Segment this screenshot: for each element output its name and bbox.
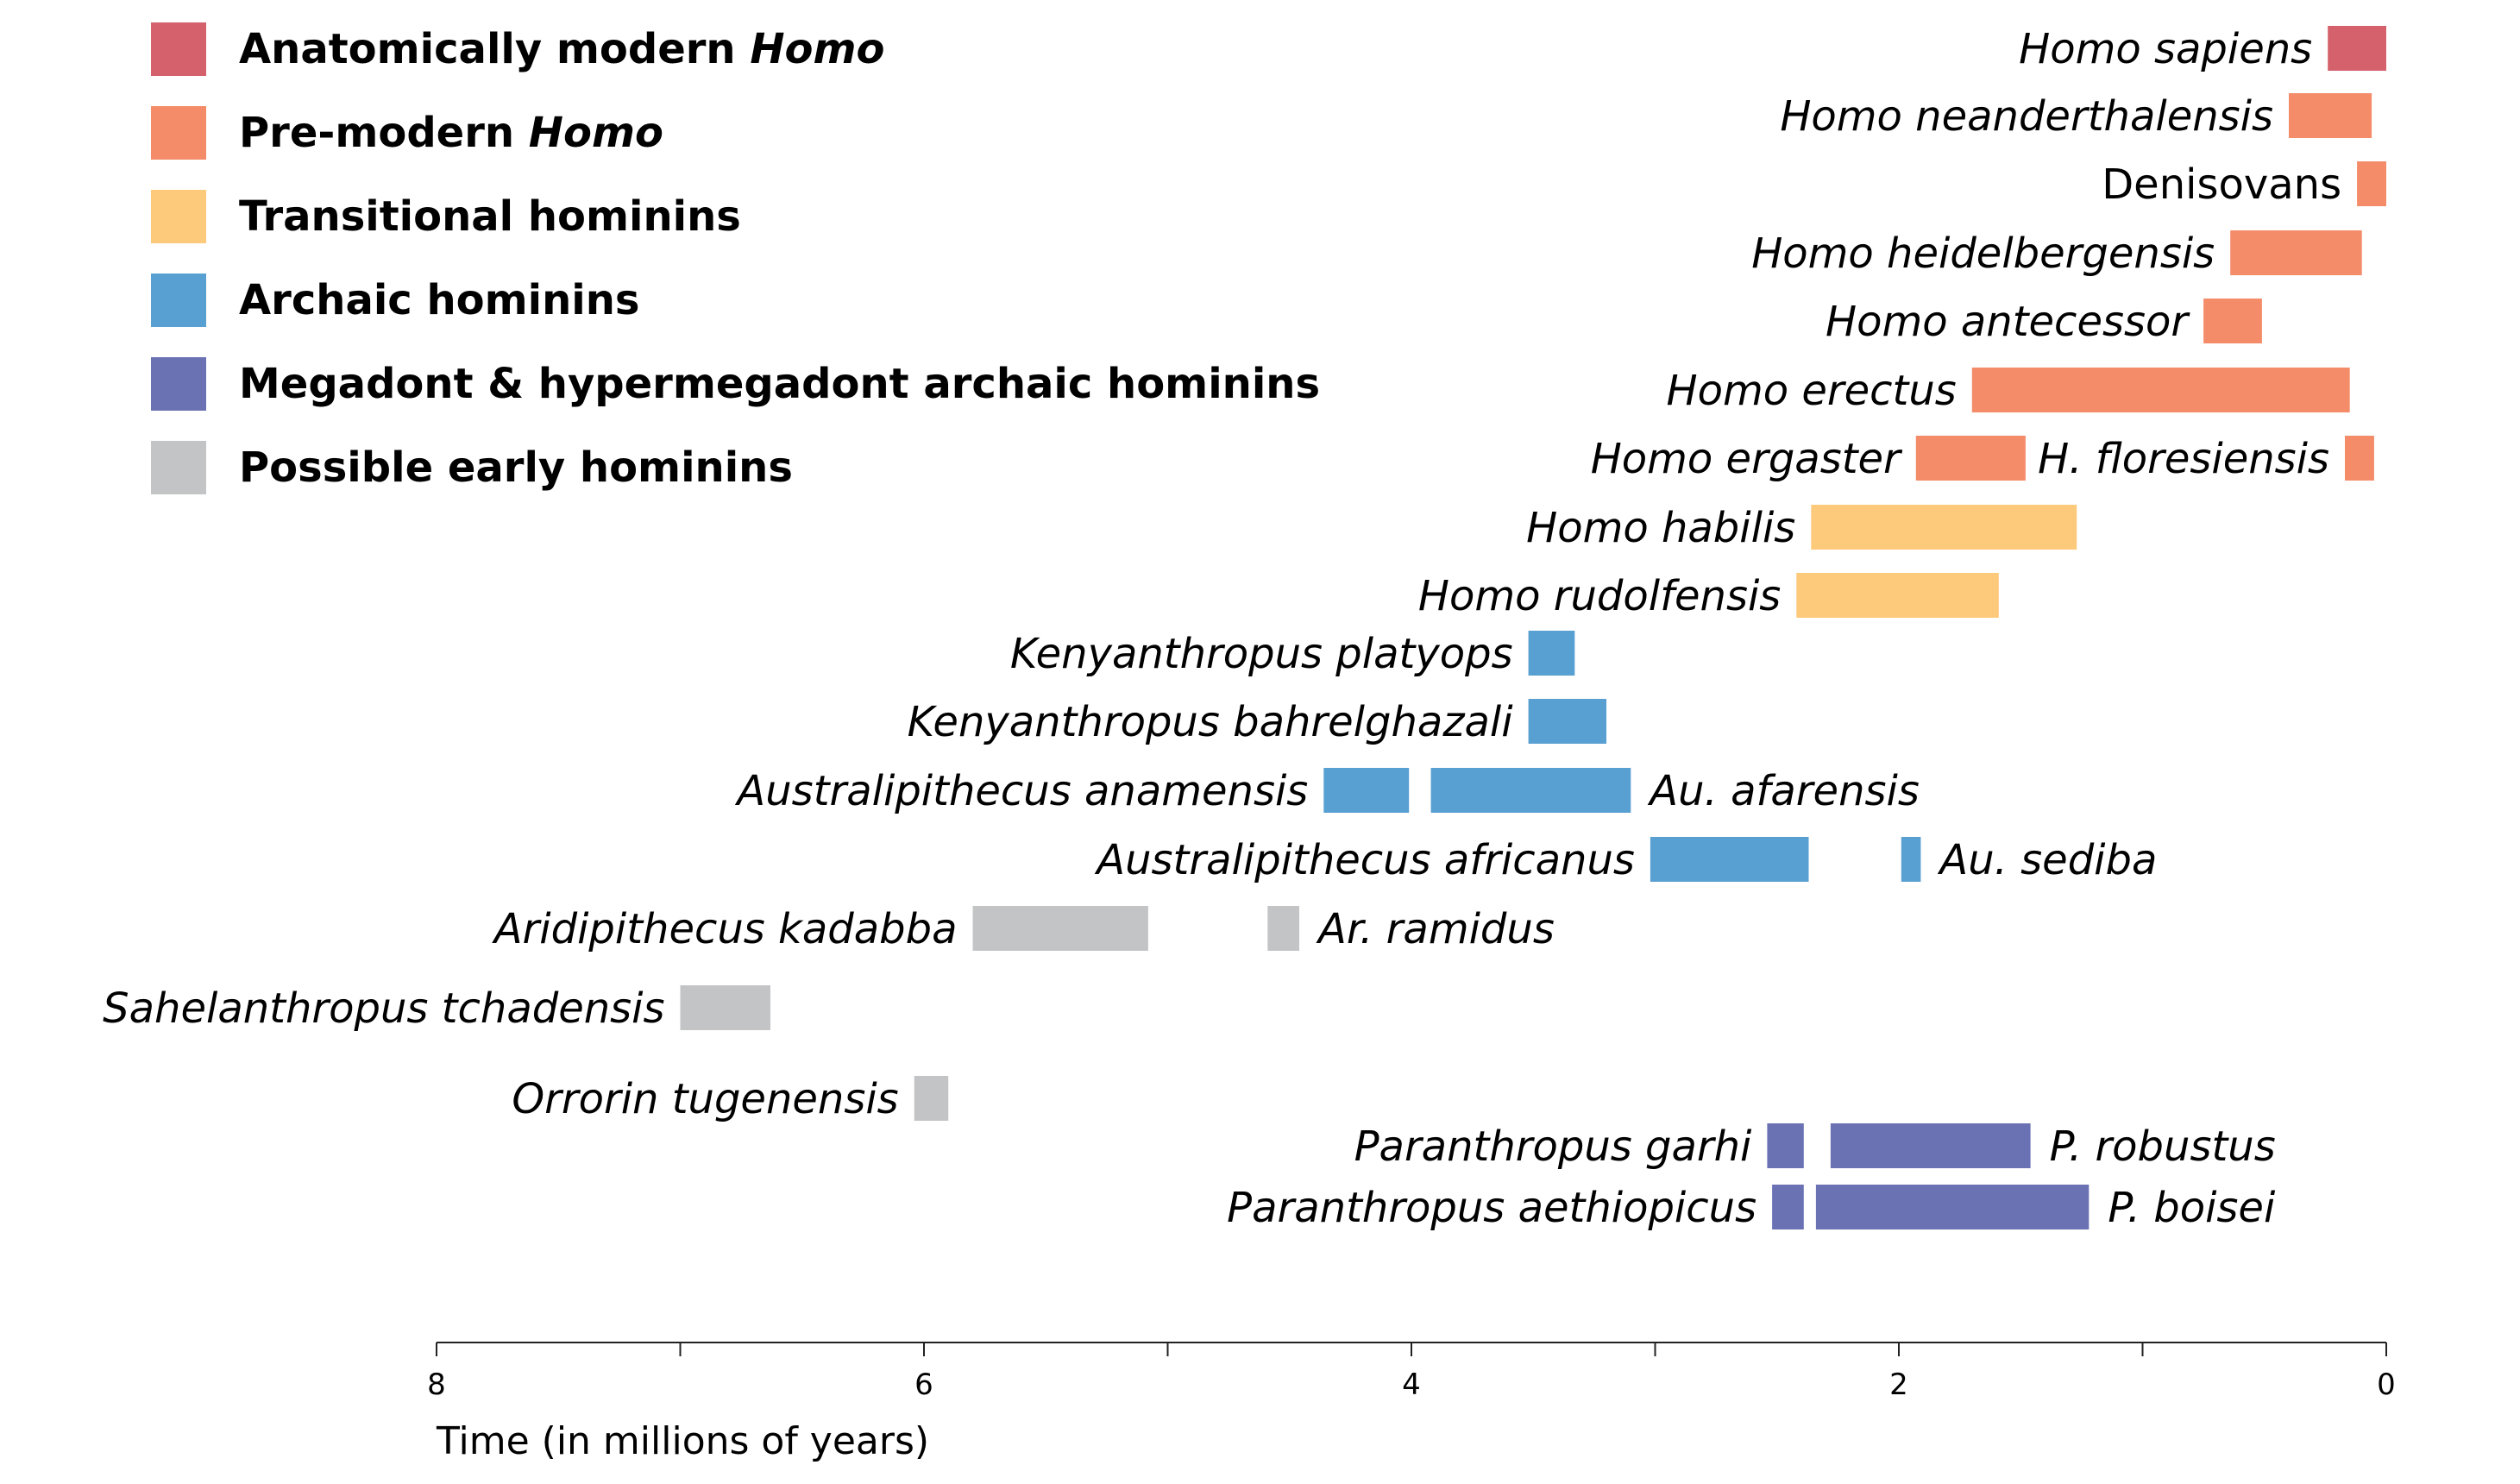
label-homo-sapiens: Homo sapiens [2019, 25, 2312, 73]
bar-ar-ramidus [1267, 906, 1299, 951]
legend-swatch-anatomically-modern [151, 22, 206, 76]
x-tick-label-2: 2 [1889, 1368, 1908, 1402]
bar-p-robustus [1830, 1123, 2031, 1168]
bar-au-sediba [1901, 837, 1921, 882]
label-paranthropus-aethiopicus: Paranthropus aethiopicus [1227, 1184, 1756, 1232]
legend-label-pre-modern: Pre-modern Homo [239, 109, 663, 157]
label-homo-rudolfensis: Homo rudolfensis [1418, 572, 1781, 620]
label-australipithecus-anamensis: Australipithecus anamensis [734, 767, 1308, 815]
bar-homo-sapiens [2328, 26, 2386, 71]
species-bars [680, 26, 2386, 1229]
label-homo-ergaster: Homo ergaster [1591, 435, 1903, 483]
label-kenyanthropus-platyops: Kenyanthropus platyops [1010, 630, 1513, 678]
x-tick-label-0: 0 [2377, 1368, 2396, 1402]
label-aridipithecus-kadabba: Aridipithecus kadabba [492, 905, 958, 953]
bar-australipithecus-anamensis [1323, 768, 1410, 813]
bar-homo-erectus [1971, 368, 2350, 412]
x-axis: 8 6 4 2 0 [427, 1342, 2396, 1402]
label-au-afarensis: Au. afarensis [1647, 767, 1920, 815]
label-h-floresiensis: H. floresiensis [2038, 435, 2329, 483]
species-labels: Homo sapiens Homo neanderthalensis Denisov… [103, 25, 2341, 1232]
legend-swatch-pre-modern [151, 106, 206, 160]
bar-homo-habilis [1811, 505, 2077, 550]
label-p-boisei: P. boisei [2108, 1184, 2276, 1232]
bar-homo-ergaster [1915, 436, 2026, 481]
legend-label-transitional: Transitional hominins [239, 192, 741, 241]
bar-kenyanthropus-platyops [1528, 631, 1575, 676]
bar-homo-antecessor [2203, 299, 2262, 343]
bar-denisovans [2357, 161, 2386, 206]
bar-sahelanthropus-tchadensis [680, 985, 770, 1030]
label-homo-antecessor: Homo antecessor [1826, 298, 2190, 346]
legend-swatch-archaic [151, 274, 206, 327]
label-paranthropus-garhi: Paranthropus garhi [1354, 1122, 1752, 1171]
bar-aridipithecus-kadabba [972, 906, 1148, 951]
bar-h-floresiensis [2345, 436, 2374, 481]
x-tick-label-4: 4 [1402, 1368, 1421, 1402]
legend: Anatomically modern Homo Pre-modern Homo T… [151, 22, 1320, 494]
bar-orrorin-tugenensis [914, 1076, 949, 1121]
x-tick-label-8: 8 [427, 1368, 446, 1402]
legend-swatch-megadont [151, 357, 206, 411]
x-tick-label-6: 6 [914, 1368, 933, 1402]
bar-paranthropus-garhi [1767, 1123, 1804, 1168]
bar-australipithecus-africanus [1650, 837, 1809, 882]
label-homo-neanderthalensis: Homo neanderthalensis [1780, 92, 2273, 141]
bar-kenyanthropus-bahrelghazali [1528, 699, 1606, 744]
label-homo-erectus: Homo erectus [1667, 367, 1957, 415]
bar-homo-rudolfensis [1796, 573, 1999, 618]
label-sahelanthropus-tchadensis: Sahelanthropus tchadensis [103, 984, 664, 1033]
legend-swatch-transitional [151, 190, 206, 243]
legend-label-megadont: Megadont & hypermegadont archaic hominin… [239, 360, 1320, 408]
label-homo-habilis: Homo habilis [1526, 504, 1795, 552]
bar-p-boisei [1815, 1185, 2090, 1229]
label-ar-ramidus: Ar. ramidus [1316, 905, 1555, 953]
bar-homo-heidelbergensis [2230, 230, 2362, 275]
label-australipithecus-africanus: Australipithecus africanus [1094, 836, 1635, 884]
label-denisovans: Denisovans [2102, 160, 2341, 209]
bar-paranthropus-aethiopicus [1772, 1185, 1804, 1229]
legend-swatch-early [151, 441, 206, 494]
legend-label-anatomically-modern: Anatomically modern Homo [239, 25, 884, 73]
label-orrorin-tugenensis: Orrorin tugenensis [512, 1075, 898, 1123]
label-kenyanthropus-bahrelghazali: Kenyanthropus bahrelghazali [908, 698, 1514, 746]
label-homo-heidelbergensis: Homo heidelbergensis [1751, 230, 2215, 278]
x-axis-title: Time (in millions of years) [436, 1419, 929, 1463]
bar-au-afarensis [1430, 768, 1631, 813]
legend-label-early: Possible early hominins [239, 443, 793, 492]
legend-label-archaic: Archaic hominins [239, 276, 639, 324]
bar-homo-neanderthalensis [2289, 93, 2372, 138]
label-au-sediba: Au. sediba [1937, 836, 2157, 884]
label-p-robustus: P. robustus [2050, 1122, 2276, 1171]
